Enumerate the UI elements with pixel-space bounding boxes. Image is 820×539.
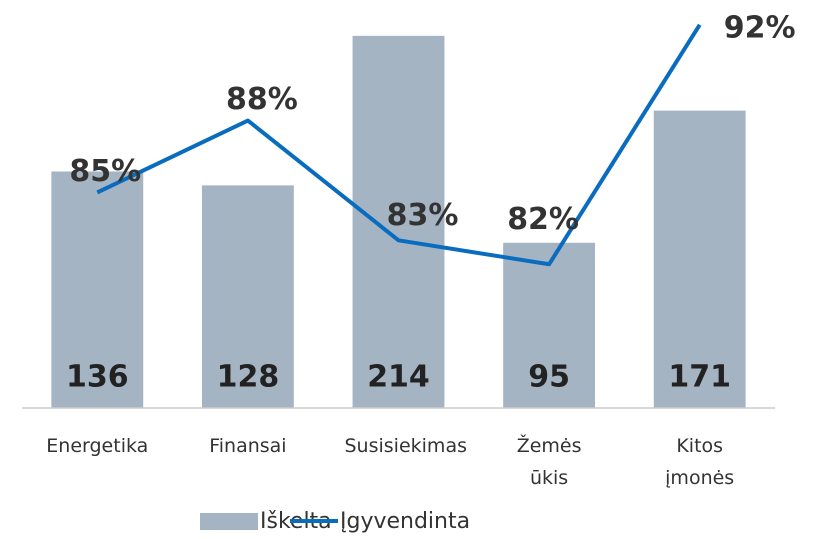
- x-tick-label: Susisiekimas: [344, 435, 467, 457]
- bar-value-label: 136: [66, 360, 129, 395]
- bar: [503, 242, 596, 408]
- line: [96, 23, 702, 267]
- x-tick-label: Kitos įmonės: [665, 435, 735, 489]
- line-value-label: 88%: [226, 82, 298, 117]
- x-tick-label: Žemės ūkis: [516, 435, 582, 489]
- legend-label: Įgyvendinta: [340, 509, 470, 534]
- bar: [201, 185, 294, 408]
- bar-value-label: 95: [528, 360, 570, 395]
- bar: [653, 110, 746, 408]
- bar-value-label: 214: [367, 360, 430, 395]
- line-value-label: 83%: [387, 198, 459, 233]
- legend-swatch: [200, 513, 258, 530]
- bar-value-label: 171: [668, 360, 731, 395]
- x-tick-label: Finansai: [209, 435, 287, 457]
- bar-value-label: 128: [217, 360, 280, 395]
- bar: [51, 171, 144, 408]
- line-value-label: 82%: [507, 202, 579, 237]
- x-tick-label: Energetika: [46, 435, 149, 457]
- bar: [352, 35, 445, 409]
- line-value-label: 92%: [724, 10, 796, 45]
- line-value-label: 85%: [69, 154, 141, 189]
